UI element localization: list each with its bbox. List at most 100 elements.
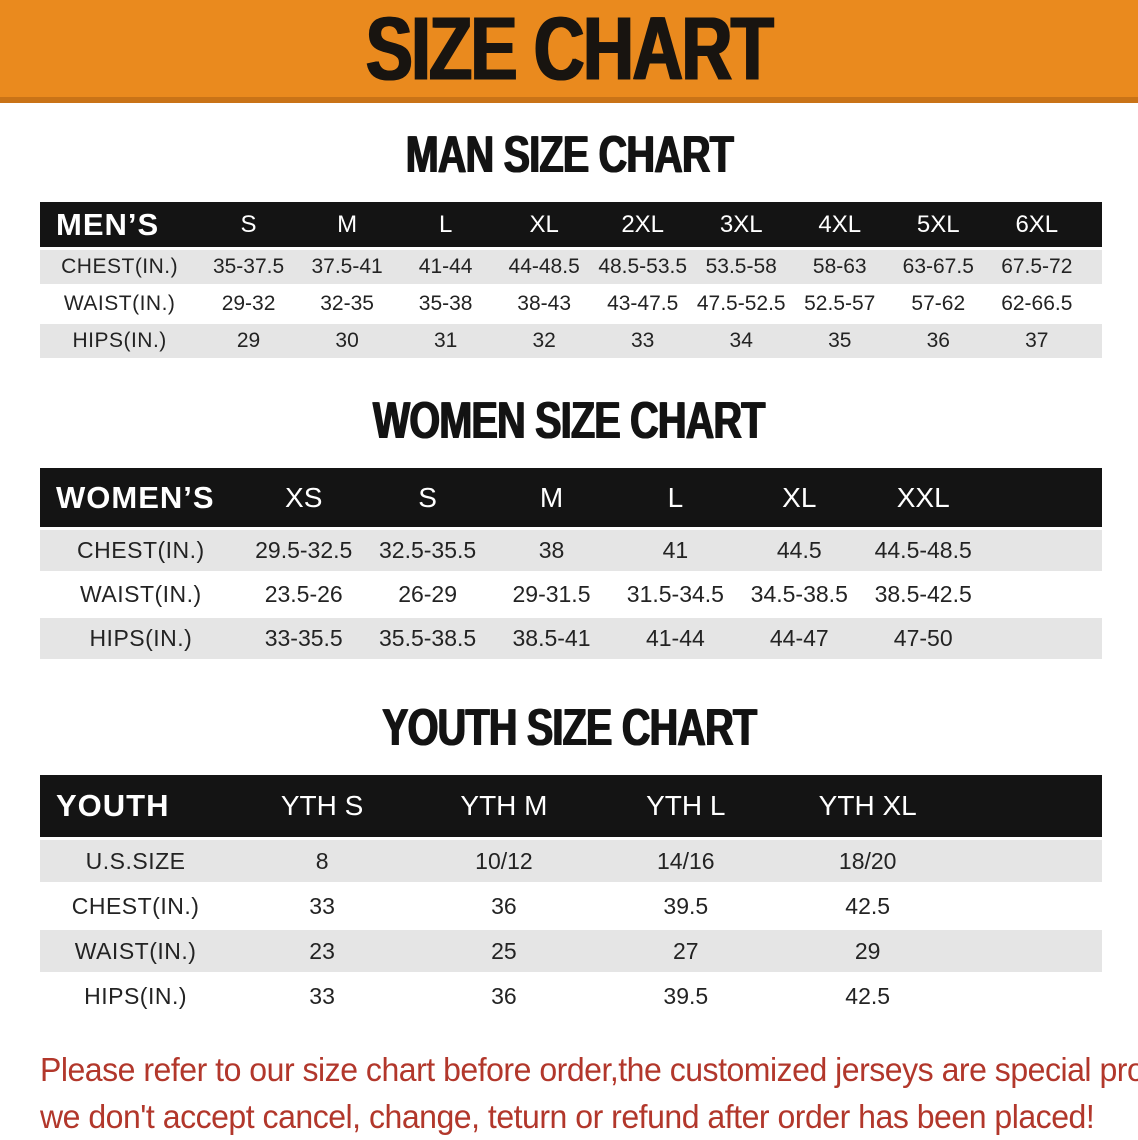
youth-section-heading: YOUTH SIZE CHART <box>381 699 757 757</box>
table-row: HIPS(IN.) 33 36 39.5 42.5 <box>40 975 1102 1017</box>
row-spacer <box>985 618 1102 659</box>
size-value: 34 <box>729 329 753 352</box>
size-value: 67.5-72 <box>1001 255 1073 278</box>
disclaimer-line-1: Please refer to our size chart before or… <box>40 1051 1138 1088</box>
size-value: 43-47.5 <box>607 292 679 315</box>
men-section-heading: MAN SIZE CHART <box>405 126 733 184</box>
table-row: HIPS(IN.) 29 30 31 32 33 34 35 36 37 <box>40 324 1102 358</box>
size-value: 35-37.5 <box>212 255 285 278</box>
size-value: 36 <box>491 982 517 1009</box>
size-value: 35 <box>828 329 852 352</box>
size-value: 29 <box>236 329 261 352</box>
size-value: 33 <box>309 982 335 1009</box>
size-value: 53.5-58 <box>705 255 777 278</box>
header-spacer <box>1086 202 1102 247</box>
size-value: 10/12 <box>475 847 533 874</box>
womens-size-table: WOMEN’S XS S M L XL XXL CHEST(IN.) 29.5-32.5 32.5… <box>40 465 1102 662</box>
size-value: 29-31.5 <box>512 581 591 607</box>
column-header: XXL <box>896 481 950 513</box>
mens-size-table: MEN’S S M L XL 2XL 3XL 4XL 5XL 6XL CHEST(IN.) 35-37… <box>40 199 1102 361</box>
column-header: L <box>667 481 684 513</box>
disclaimer-text: Please refer to our size chart before or… <box>40 1046 1138 1140</box>
size-value: 36 <box>926 329 950 352</box>
size-value: 35.5-38.5 <box>379 625 477 651</box>
row-label: WAIST(IN.) <box>80 581 202 607</box>
size-value: 29 <box>854 937 881 964</box>
size-value: 36 <box>491 892 517 919</box>
column-header: S <box>418 481 437 513</box>
row-label: WAIST(IN.) <box>63 292 176 315</box>
size-value: 62-66.5 <box>1001 292 1073 315</box>
youth-size-table: YOUTH YTH S YTH M YTH L YTH XL U.S.SIZE 8 10/12… <box>40 772 1102 1020</box>
column-header: XS <box>285 481 323 513</box>
size-value: 14/16 <box>657 847 715 874</box>
column-header: XL <box>529 210 559 238</box>
size-value: 58-63 <box>812 255 867 278</box>
row-label: U.S.SIZE <box>85 847 186 874</box>
table-header-row: MEN’S S M L XL 2XL 3XL 4XL 5XL 6XL <box>40 202 1102 247</box>
size-value: 37 <box>1025 329 1049 352</box>
size-value: 39.5 <box>663 982 709 1009</box>
size-value: 25 <box>491 937 517 964</box>
row-spacer <box>985 530 1102 571</box>
size-value: 32 <box>532 329 556 352</box>
column-header: L <box>438 210 453 238</box>
size-value: 32-35 <box>320 292 374 315</box>
column-header: M <box>539 481 564 513</box>
row-label: CHEST(IN.) <box>61 255 179 278</box>
size-value: 33 <box>631 329 655 352</box>
size-value: 42.5 <box>845 892 891 919</box>
row-spacer <box>1086 324 1102 358</box>
row-label: HIPS(IN.) <box>89 625 193 651</box>
table-row: U.S.SIZE 8 10/12 14/16 18/20 <box>40 840 1102 882</box>
size-value: 52.5-57 <box>804 292 876 315</box>
header-spacer <box>985 468 1102 527</box>
row-spacer <box>959 975 1102 1017</box>
size-value: 30 <box>335 329 359 352</box>
row-spacer <box>959 840 1102 882</box>
size-value: 39.5 <box>663 892 709 919</box>
row-spacer <box>985 574 1102 615</box>
column-header: YTH L <box>646 790 726 821</box>
size-value: 41-44 <box>418 255 473 278</box>
size-value: 33-35.5 <box>264 625 343 651</box>
page-title: SIZE CHART <box>365 0 774 99</box>
column-header: 4XL <box>818 210 862 238</box>
size-value: 44.5-48.5 <box>874 537 972 563</box>
table-row: CHEST(IN.) 29.5-32.5 32.5-35.5 38 41 44.5 44.5… <box>40 530 1102 571</box>
disclaimer-line-2: we don't accept cancel, change, teturn o… <box>40 1098 1095 1135</box>
column-header: XL <box>782 481 817 513</box>
size-value: 47.5-52.5 <box>696 292 786 315</box>
size-value: 42.5 <box>845 982 891 1009</box>
size-value: 38.5-41 <box>512 625 591 651</box>
size-value: 31 <box>433 329 458 352</box>
size-value: 38.5-42.5 <box>874 581 972 607</box>
size-value: 29-32 <box>221 292 276 315</box>
size-value: 23.5-26 <box>264 581 343 607</box>
row-spacer <box>1086 287 1102 321</box>
size-value: 35-38 <box>418 292 473 315</box>
size-value: 18/20 <box>838 847 897 874</box>
table-title: WOMEN’S <box>56 479 215 515</box>
size-value: 32.5-35.5 <box>379 537 477 563</box>
column-header: S <box>240 210 257 238</box>
table-row: WAIST(IN.) 23 25 27 29 <box>40 930 1102 972</box>
table-row: CHEST(IN.) 35-37.5 37.5-41 41-44 44-48.5 48.5… <box>40 250 1102 284</box>
size-value: 41-44 <box>645 625 705 651</box>
table-row: HIPS(IN.) 33-35.5 35.5-38.5 38.5-41 41-44 44-… <box>40 618 1102 659</box>
size-value: 26-29 <box>398 581 458 607</box>
column-header: M <box>337 210 358 238</box>
column-header: YTH XL <box>818 790 917 821</box>
size-value: 63-67.5 <box>902 255 974 278</box>
size-value: 23 <box>309 937 335 964</box>
column-header: 2XL <box>621 210 665 238</box>
table-header-row: YOUTH YTH S YTH M YTH L YTH XL <box>40 775 1102 837</box>
size-value: 44.5 <box>776 537 822 563</box>
column-header: 6XL <box>1015 210 1059 238</box>
size-value: 44-47 <box>769 625 829 651</box>
row-label: CHEST(IN.) <box>77 537 205 563</box>
size-value: 47-50 <box>893 625 953 651</box>
column-header: YTH M <box>460 790 548 821</box>
table-title: YOUTH <box>56 788 170 823</box>
size-value: 48.5-53.5 <box>598 255 688 278</box>
